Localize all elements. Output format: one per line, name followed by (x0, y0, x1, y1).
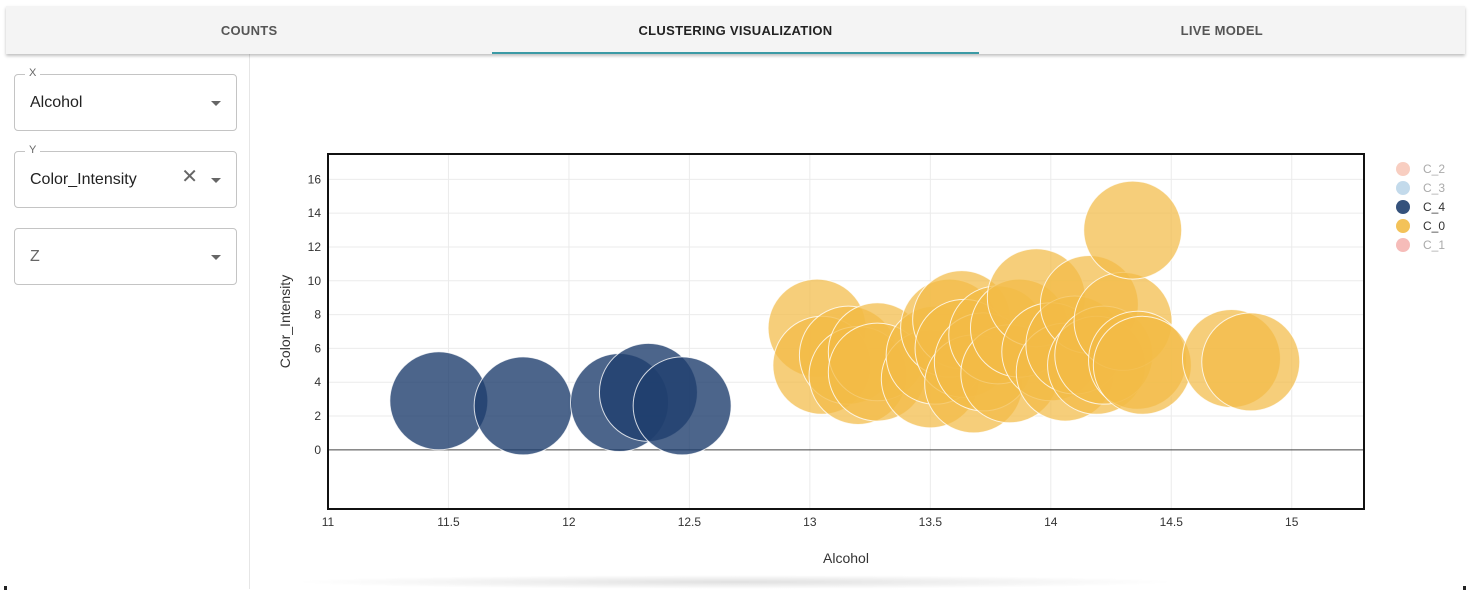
data-point-c-4[interactable] (473, 356, 573, 456)
tab-bar: COUNTS CLUSTERING VISUALIZATION LIVE MOD… (6, 6, 1465, 54)
legend-marker-c-3[interactable] (1396, 181, 1410, 195)
data-point-c-4[interactable] (632, 356, 732, 456)
x-tick-label: 14 (1044, 515, 1058, 529)
y-axis-title: Color_Intensity (277, 275, 293, 368)
x-select-value: Alcohol (30, 94, 83, 111)
y-select-value: Color_Intensity (30, 171, 137, 188)
legend-marker-c-4[interactable] (1396, 200, 1410, 214)
close-icon[interactable]: ✕ (181, 166, 198, 188)
legend-marker-c-1[interactable] (1396, 238, 1410, 252)
chevron-down-icon[interactable] (211, 255, 221, 260)
z-select-placeholder: Z (30, 248, 40, 265)
legend-entry-c-0[interactable]: C_0 (1423, 219, 1445, 233)
corner-mark (4, 586, 7, 590)
y-tick-label: 10 (308, 274, 322, 288)
y-tick-label: 8 (314, 308, 321, 322)
x-axis-title: Alcohol (823, 550, 869, 566)
y-tick-label: 4 (314, 375, 321, 389)
x-select[interactable]: X Alcohol (14, 67, 237, 131)
y-tick-label: 12 (308, 240, 322, 254)
x-select-label: X (25, 67, 41, 79)
legend-marker-c-0[interactable] (1396, 219, 1410, 233)
legend-entry-c-1[interactable]: C_1 (1423, 238, 1445, 252)
tab-live-model[interactable]: LIVE MODEL (1180, 22, 1264, 38)
x-tick-label: 11.5 (437, 515, 460, 529)
x-tick-label: 15 (1285, 515, 1299, 529)
legend-marker-c-2[interactable] (1396, 162, 1410, 176)
x-tick-label: 13 (803, 515, 817, 529)
legend-entry-c-3[interactable]: C_3 (1423, 181, 1445, 195)
y-select-label: Y (25, 144, 41, 156)
legend-entry-c-2[interactable]: C_2 (1423, 162, 1445, 176)
sidebar: X Alcohol Y Color_Intensity ✕ Z (6, 54, 250, 589)
plot-frame (327, 153, 1365, 510)
corner-mark (1463, 586, 1466, 590)
x-tick-label: 12.5 (678, 515, 702, 529)
scatter-chart[interactable]: 11 11.5 12 12.5 13 13.5 14 14.5 15 0 2 4 6 8 10 12 14 16 A… (250, 54, 1465, 589)
data-points (389, 180, 1301, 456)
chart-area: 11 11.5 12 12.5 13 13.5 14 14.5 15 0 2 4 6 8 10 12 14 16 A… (250, 54, 1465, 589)
bottom-shadow (290, 575, 1180, 589)
x-tick-label: 13.5 (919, 515, 943, 529)
y-tick-label: 2 (314, 409, 321, 423)
data-point-c-0[interactable] (1201, 312, 1301, 412)
z-select[interactable]: Z (14, 228, 237, 285)
data-point-c-4[interactable] (389, 351, 489, 451)
y-tick-label: 14 (308, 206, 322, 220)
chevron-down-icon[interactable] (211, 178, 221, 183)
data-point-c-0[interactable] (1083, 180, 1183, 280)
chevron-down-icon[interactable] (211, 101, 221, 106)
y-tick-label: 0 (314, 443, 321, 457)
y-tick-label: 6 (314, 341, 321, 355)
data-point-c-0[interactable] (1092, 315, 1192, 415)
y-tick-label: 16 (308, 172, 322, 186)
tab-counts[interactable]: COUNTS (220, 22, 278, 38)
legend-entry-c-4[interactable]: C_4 (1423, 200, 1445, 214)
tab-clustering-visualization[interactable]: CLUSTERING VISUALIZATION (492, 6, 979, 54)
x-tick-label: 14.5 (1160, 515, 1184, 529)
y-select[interactable]: Y Color_Intensity ✕ (14, 144, 237, 208)
x-tick-label: 11 (322, 515, 335, 529)
x-tick-label: 12 (562, 515, 576, 529)
